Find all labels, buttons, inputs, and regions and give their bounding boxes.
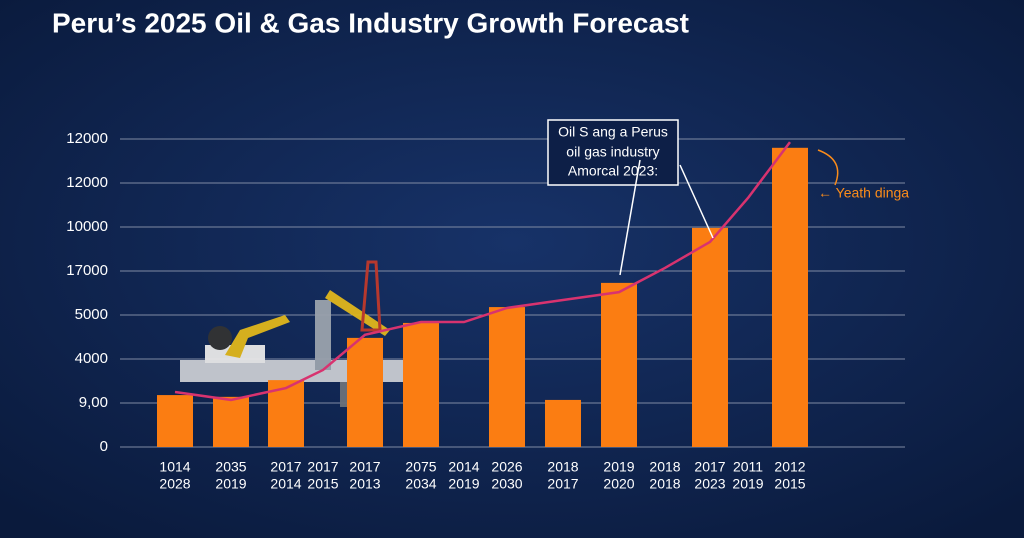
x-tick-label: 2014	[270, 476, 301, 492]
side-arrow	[817, 149, 839, 186]
x-tick-label: 2018	[649, 459, 680, 475]
x-tick-label: 2017	[307, 459, 338, 475]
x-tick-label: 2011	[733, 459, 763, 475]
bar	[692, 227, 728, 447]
x-tick-label: 2018	[649, 476, 680, 492]
bar	[489, 307, 525, 447]
chart-title: Peru’s 2025 Oil & Gas Industry Growth Fo…	[52, 7, 689, 38]
y-tick-label: 12000	[66, 174, 108, 191]
annotation-arrow	[679, 164, 714, 239]
bar	[157, 395, 193, 447]
bar	[403, 322, 439, 447]
y-tick-label: 4000	[75, 350, 108, 367]
bar	[347, 337, 383, 447]
annotation-line: Amorcal 2023:	[568, 163, 658, 179]
x-tick-label: 2017	[694, 459, 725, 475]
bar	[601, 282, 637, 447]
x-tick-label: 2018	[547, 459, 578, 475]
x-tick-label: 2020	[603, 476, 634, 492]
x-tick-label: 2017	[349, 459, 380, 475]
y-tick-label: 9,00	[79, 394, 108, 411]
x-tick-label: 2017	[270, 459, 301, 475]
x-tick-label: 2026	[491, 459, 522, 475]
y-tick-label: 5000	[75, 306, 108, 323]
x-tick-label: 2019	[215, 476, 246, 492]
y-tick-label: 12000	[66, 130, 108, 147]
x-tick-label: 2013	[349, 476, 380, 492]
x-tick-label: 2015	[307, 476, 338, 492]
x-tick-label: 2019	[603, 459, 634, 475]
side-note: ← Yeath dinga	[818, 185, 909, 201]
annotation-arrow	[619, 159, 641, 276]
bar	[772, 147, 808, 448]
x-tick-label: 2028	[159, 476, 190, 492]
annotation-box	[547, 119, 679, 186]
annotation-line: Oil S ang a Perus	[558, 124, 668, 140]
x-tick-label: 2019	[448, 476, 479, 492]
x-tick-label: 2034	[405, 476, 436, 492]
y-tick-label: 10000	[66, 218, 108, 235]
x-tick-label: 2015	[774, 476, 805, 492]
y-tick-label: 17000	[66, 262, 108, 279]
x-tick-label: 2012	[774, 459, 805, 475]
x-tick-label: 2023	[694, 476, 725, 492]
x-tick-label: 2017	[547, 476, 578, 492]
x-tick-label: 2030	[491, 476, 522, 492]
line	[174, 141, 791, 402]
x-tick-label: 2075	[405, 459, 436, 475]
bar	[545, 399, 581, 447]
y-tick-label: 0	[100, 438, 108, 455]
x-tick-label: 2019	[732, 476, 763, 492]
x-tick-label: 1014	[159, 459, 190, 475]
x-tick-label: 2035	[215, 459, 246, 475]
x-tick-label: 2014	[448, 459, 479, 475]
annotation-line: oil gas industry	[566, 144, 659, 160]
bar	[213, 396, 249, 447]
